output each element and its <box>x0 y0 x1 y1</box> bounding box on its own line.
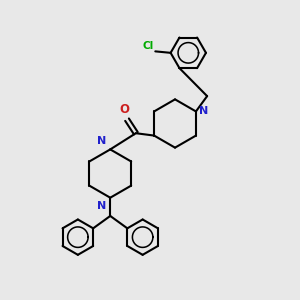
Text: N: N <box>98 201 107 211</box>
Text: N: N <box>199 106 208 116</box>
Text: N: N <box>98 136 107 146</box>
Text: O: O <box>119 103 129 116</box>
Text: Cl: Cl <box>143 41 154 51</box>
